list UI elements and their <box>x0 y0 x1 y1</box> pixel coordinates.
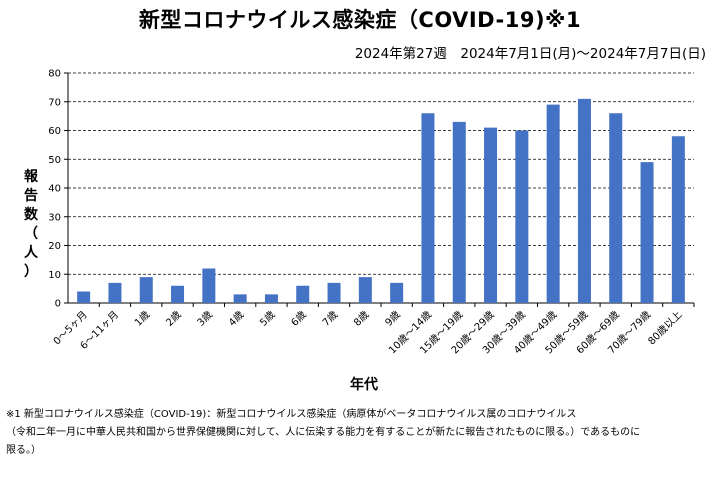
y-tick-label: 0 <box>55 299 61 310</box>
y-axis-label-char: 人 <box>24 245 38 261</box>
y-tick-label: 70 <box>48 97 61 108</box>
y-tick-label: 40 <box>48 184 61 195</box>
y-tick-label: 30 <box>48 212 61 223</box>
bar <box>671 136 685 303</box>
x-tick-label: 5歳 <box>258 309 278 329</box>
footnote: ※1 新型コロナウイルス感染症（COVID-19)：新型コロナウイルス感染症（病… <box>6 406 711 460</box>
bar <box>171 285 185 303</box>
bar <box>390 282 404 303</box>
x-tick-label: 3歳 <box>195 309 215 329</box>
bar <box>296 285 310 303</box>
bar <box>139 277 153 303</box>
footnote-line: 限る。） <box>6 445 41 456</box>
x-tick-label: 4歳 <box>226 309 246 329</box>
bar <box>202 268 216 303</box>
bar <box>484 127 498 303</box>
y-axis-label-char: 告 <box>24 188 38 204</box>
y-tick-label: 10 <box>48 270 61 281</box>
footnote-line: （令和二年一月に中華人民共和国から世界保健機関に対して、人に伝染する能力を有する… <box>6 427 641 438</box>
x-axis-label: 年代 <box>350 377 378 393</box>
y-tick-label: 60 <box>48 126 61 137</box>
bar <box>327 282 341 303</box>
bar <box>609 113 623 303</box>
footnote-line: ※1 新型コロナウイルス感染症（COVID-19)：新型コロナウイルス感染症（病… <box>6 409 577 420</box>
bar <box>77 291 91 303</box>
bar <box>515 130 529 303</box>
y-axis-label-char: ） <box>24 264 38 280</box>
bar <box>233 294 247 303</box>
y-tick-label: 50 <box>48 155 61 166</box>
x-tick-label: 7歳 <box>320 309 340 329</box>
y-axis-label-char: 数 <box>24 207 38 223</box>
bar <box>546 104 560 303</box>
y-tick-label: 20 <box>48 241 61 252</box>
bar <box>421 113 435 303</box>
x-tick-label: 1歳 <box>132 309 152 329</box>
x-tick-label: 80歳以上 <box>646 309 685 348</box>
bar <box>640 162 654 303</box>
y-axis-label-char: （ <box>24 226 38 242</box>
y-tick-label: 80 <box>48 69 61 80</box>
bar <box>108 282 122 303</box>
x-tick-label: 8歳 <box>351 309 371 329</box>
bar <box>577 98 591 303</box>
y-axis-label-char: 報 <box>24 169 38 185</box>
chart-title: 新型コロナウイルス感染症（COVID-19)※1 <box>138 8 582 32</box>
x-tick-label: 6歳 <box>289 309 309 329</box>
x-tick-label: 2歳 <box>164 309 184 329</box>
bar <box>452 121 466 303</box>
bar <box>264 294 278 303</box>
chart-subtitle: 2024年第27週 2024年7月1日(月)～2024年7月7日(日) <box>354 46 706 62</box>
y-axis-label: 報 告 数 （ 人 ） <box>20 168 42 282</box>
bar <box>358 277 372 303</box>
x-tick-label: 9歳 <box>383 309 403 329</box>
